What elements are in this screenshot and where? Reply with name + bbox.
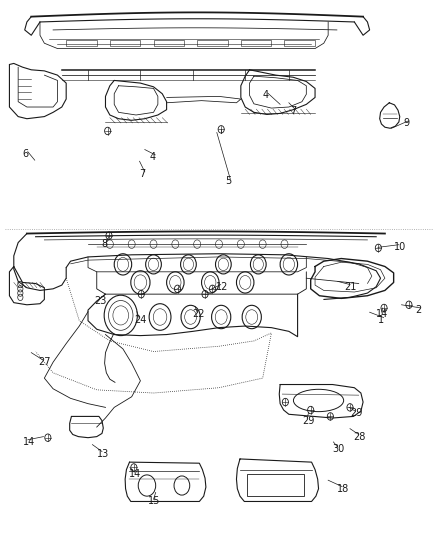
Text: 6: 6 (22, 149, 28, 159)
Text: 9: 9 (403, 118, 410, 128)
Text: 23: 23 (95, 296, 107, 306)
Bar (197, 39, 228, 46)
Text: 30: 30 (332, 445, 345, 454)
Text: 2: 2 (416, 305, 422, 315)
Text: 13: 13 (97, 449, 109, 458)
Text: 5: 5 (225, 176, 231, 187)
Text: 14: 14 (129, 470, 141, 479)
Text: 22: 22 (192, 309, 205, 319)
Text: 14: 14 (376, 309, 389, 319)
Text: 29: 29 (302, 416, 314, 426)
Text: 28: 28 (353, 432, 366, 442)
Bar (247, 474, 304, 496)
Text: 10: 10 (394, 242, 406, 252)
Text: 24: 24 (134, 314, 146, 325)
Text: 27: 27 (38, 357, 50, 367)
Text: 4: 4 (263, 90, 269, 100)
Text: 8: 8 (101, 239, 107, 249)
Bar (110, 39, 141, 46)
Text: 12: 12 (215, 282, 228, 292)
Bar (66, 39, 97, 46)
Bar (285, 39, 315, 46)
Text: 1: 1 (378, 314, 385, 325)
Text: 4: 4 (150, 152, 156, 162)
Bar (153, 39, 184, 46)
Text: 7: 7 (140, 169, 146, 179)
Text: 21: 21 (345, 282, 357, 292)
Text: 14: 14 (22, 437, 35, 447)
Text: 29: 29 (350, 408, 362, 418)
Text: 18: 18 (337, 484, 349, 494)
Bar (241, 39, 272, 46)
Text: 7: 7 (290, 106, 296, 116)
Text: 15: 15 (148, 496, 161, 506)
